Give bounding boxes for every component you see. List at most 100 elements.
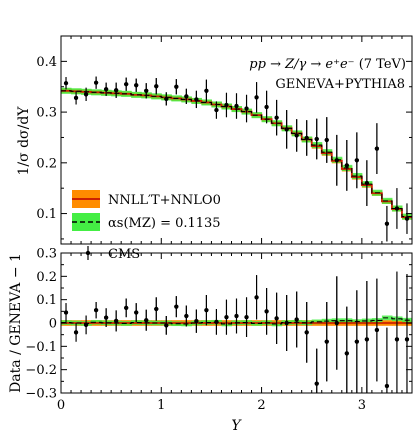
ratio-panel-point-top-9 bbox=[154, 306, 159, 312]
ratio-panel-point-top-12 bbox=[184, 313, 189, 319]
ratio-panel-point-top-26 bbox=[324, 339, 329, 344]
main-panel-point-top-15 bbox=[214, 107, 219, 113]
ratio-panel-ytick-label-6: 0.3 bbox=[36, 247, 57, 262]
ratio-panel-point-top-21 bbox=[274, 316, 279, 321]
ratio-panel-xtick-label-0: 0 bbox=[57, 398, 65, 413]
legend-swatch-point bbox=[85, 250, 91, 256]
ratio-panel-point-top-4 bbox=[104, 315, 109, 320]
ratio-panel-point-top-32 bbox=[384, 383, 390, 389]
ratio-panel-ytick-label-4: 0.1 bbox=[36, 293, 57, 308]
main-panel-point-top-12 bbox=[184, 94, 189, 99]
ratio-panel-point-top-8 bbox=[144, 318, 149, 323]
ratio-y-axis-label: Data / GENEVA − 1 bbox=[8, 253, 24, 393]
ratio-panel-point-top-0 bbox=[63, 310, 69, 315]
legend: NNLL′T+NNLO0 αs(MZ) = 0.1135 CMS bbox=[72, 190, 221, 262]
main-panel-point-top-13 bbox=[194, 97, 199, 102]
main-panel-plot-area bbox=[61, 76, 412, 242]
ratio-panel-point-top-24 bbox=[304, 330, 309, 335]
main-panel-point-top-10 bbox=[164, 96, 169, 102]
ratio-panel-point-top-33 bbox=[394, 337, 400, 342]
main-panel-point-top-27 bbox=[334, 158, 339, 163]
ratio-panel-xtick-label-3: 3 bbox=[358, 398, 366, 413]
main-panel: 0.1 0.2 0.3 0.4 bbox=[36, 35, 413, 245]
main-panel-point-top-20 bbox=[264, 104, 269, 110]
main-panel-point-top-25 bbox=[314, 136, 319, 142]
generator-annotation: GENEVA+PYTHIA8 bbox=[275, 77, 405, 92]
main-panel-point-top-8 bbox=[144, 88, 149, 93]
ratio-panel-ytick-label-2: −0.1 bbox=[25, 340, 57, 355]
main-panel-point-top-6 bbox=[124, 82, 129, 87]
main-panel-ytick-label-2: 0.3 bbox=[36, 106, 57, 121]
ratio-panel-ytick-label-0: −0.3 bbox=[25, 387, 57, 402]
ratio-panel-point-top-28 bbox=[344, 351, 349, 356]
ratio-panel-ytick-label-3: 0 bbox=[49, 317, 57, 332]
ratio-panel-point-top-7 bbox=[134, 310, 139, 315]
main-panel-point-top-5 bbox=[114, 88, 119, 93]
main-panel-point-top-29 bbox=[354, 158, 359, 163]
ratio-panel-point-top-16 bbox=[224, 315, 229, 320]
process-annotation: pp → Z/γ → e⁺e⁻ (7 TeV) bbox=[249, 57, 406, 72]
main-panel-point-top-32 bbox=[384, 221, 390, 226]
main-panel-point-top-33 bbox=[394, 206, 400, 211]
main-panel-point-top-4 bbox=[104, 87, 109, 92]
ratio-panel-point-top-23 bbox=[294, 317, 299, 322]
ratio-panel-point-top-29 bbox=[354, 339, 359, 344]
ratio-panel-point-top-31 bbox=[374, 327, 379, 333]
ratio-panel-ytick-label-5: 0.2 bbox=[36, 270, 57, 285]
legend-swatch-band-alphas bbox=[72, 213, 100, 231]
ratio-panel-point-top-20 bbox=[264, 309, 269, 314]
main-panel-point-top-0 bbox=[63, 81, 69, 86]
main-panel-point-top-19 bbox=[254, 95, 259, 100]
main-panel-point-top-9 bbox=[154, 84, 159, 89]
main-panel-point-top-30 bbox=[364, 181, 369, 186]
ratio-panel-point-top-34 bbox=[404, 337, 410, 342]
main-panel-point-top-21 bbox=[274, 115, 279, 120]
legend-label-alphas: αs(MZ) = 0.1135 bbox=[108, 216, 221, 231]
ratio-panel-point-top-1 bbox=[73, 330, 79, 335]
ratio-panel-point-top-3 bbox=[94, 308, 99, 313]
ratio-panel: −0.3 −0.2 −0.1 0 0.1 0.2 0.3 0 1 2 3 bbox=[25, 247, 413, 413]
main-panel-point-top-17 bbox=[234, 103, 239, 109]
legend-label-nnll: NNLL′T+NNLO0 bbox=[108, 193, 221, 208]
main-panel-ytick-label-0: 0.1 bbox=[36, 207, 57, 222]
main-panel-point-top-31 bbox=[374, 146, 379, 151]
ratio-panel-point-top-17 bbox=[234, 313, 239, 319]
main-panel-point-top-24 bbox=[304, 135, 309, 141]
ratio-panel-point-top-15 bbox=[214, 319, 219, 324]
main-panel-point-top-23 bbox=[294, 133, 299, 138]
ratio-panel-point-top-2 bbox=[83, 322, 89, 327]
ratio-panel-point-top-25 bbox=[314, 381, 319, 386]
ratio-panel-point-top-13 bbox=[194, 319, 199, 324]
main-panel-ytick-label-1: 0.2 bbox=[36, 156, 57, 171]
main-panel-point-top-22 bbox=[284, 127, 289, 132]
ratio-panel-xtick-label-2: 2 bbox=[257, 398, 265, 413]
ratio-panel-point-top-27 bbox=[334, 320, 339, 326]
main-panel-point-top-3 bbox=[94, 80, 99, 85]
main-panel-point-top-1 bbox=[73, 95, 79, 100]
main-panel-point-top-18 bbox=[244, 106, 249, 111]
x-axis-label: Y bbox=[231, 418, 242, 434]
ratio-panel-point-top-10 bbox=[164, 323, 169, 328]
main-panel-point-top-34 bbox=[404, 216, 410, 221]
main-panel-point-top-7 bbox=[134, 83, 139, 88]
main-panel-point-top-26 bbox=[324, 137, 329, 143]
ratio-panel-point-top-30 bbox=[364, 337, 369, 342]
main-panel-point-top-16 bbox=[224, 102, 229, 108]
main-panel-ytick-label-3: 0.4 bbox=[36, 55, 57, 70]
ratio-panel-point-top-18 bbox=[244, 315, 249, 320]
main-panel-point-top-11 bbox=[174, 84, 179, 89]
main-panel-point-top-14 bbox=[204, 88, 209, 93]
ratio-panel-point-top-6 bbox=[124, 305, 129, 310]
legend-label-cms: CMS bbox=[108, 247, 140, 262]
ratio-panel-point-top-11 bbox=[174, 304, 179, 309]
ratio-panel-point-top-5 bbox=[114, 318, 119, 323]
main-panel-point-top-2 bbox=[83, 92, 89, 97]
ratio-panel-xtick-label-1: 1 bbox=[157, 398, 165, 413]
ratio-panel-point-top-19 bbox=[254, 295, 259, 300]
main-panel-point-top-28 bbox=[344, 163, 349, 168]
ratio-panel-point-top-22 bbox=[284, 320, 289, 326]
main-y-axis-label: 1/σ dσ/dY bbox=[16, 106, 32, 176]
main-panel-frame bbox=[60, 35, 413, 245]
ratio-panel-point-top-14 bbox=[204, 308, 209, 313]
